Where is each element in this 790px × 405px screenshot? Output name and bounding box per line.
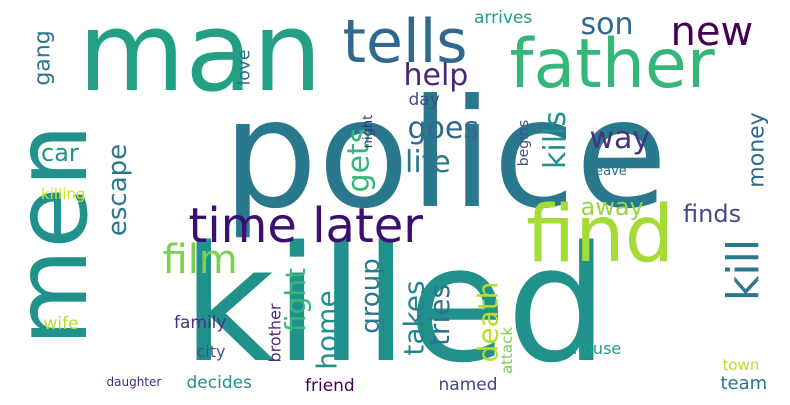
word-finds: finds <box>683 200 742 228</box>
word-wife: wife <box>43 313 79 334</box>
word-day: day <box>408 89 440 110</box>
word-city: city <box>196 342 226 361</box>
word-begins: begins <box>516 119 533 167</box>
word-police: police <box>222 68 668 242</box>
word-team: team <box>720 373 768 394</box>
word-friend: friend <box>305 375 355 396</box>
word-killed: killed <box>182 211 609 398</box>
word-time-later: time later <box>188 198 424 254</box>
word-named: named <box>438 374 498 395</box>
word-killing: killing <box>41 184 86 203</box>
word-tries: tries <box>423 283 457 347</box>
word-escape: escape <box>103 143 134 237</box>
word-love: love <box>234 49 255 85</box>
word-fight: fight <box>279 267 313 333</box>
word-attack: attack <box>497 326 516 374</box>
word-arrives: arrives <box>474 7 533 28</box>
word-father: father <box>509 25 715 104</box>
word-kill: kill <box>718 238 770 302</box>
word-life: life <box>405 145 451 180</box>
word-film: film <box>162 237 238 283</box>
word-man: man <box>78 0 323 116</box>
word-town: town <box>722 355 760 374</box>
word-find: find <box>526 190 675 280</box>
word-money: money <box>744 112 770 188</box>
word-car: car <box>41 139 79 167</box>
word-brother: brother <box>265 303 285 363</box>
word-family: family <box>174 312 227 333</box>
word-daughter: daughter <box>106 375 162 389</box>
word-help: help <box>403 58 469 93</box>
word-group: group <box>355 258 386 334</box>
word-goes: goes <box>407 111 479 146</box>
word-decides: decides <box>186 372 252 393</box>
word-way: way <box>589 121 651 156</box>
word-son: son <box>580 7 634 42</box>
word-away: away <box>580 193 644 221</box>
word-house: house <box>573 339 622 358</box>
word-new: new <box>670 9 754 55</box>
word-tells: tells <box>342 7 468 77</box>
word-night: night <box>360 114 376 148</box>
word-leave: leave <box>591 163 627 179</box>
word-kills: kills <box>538 110 574 170</box>
word-gang: gang <box>30 30 56 86</box>
word-home: home <box>310 290 344 370</box>
